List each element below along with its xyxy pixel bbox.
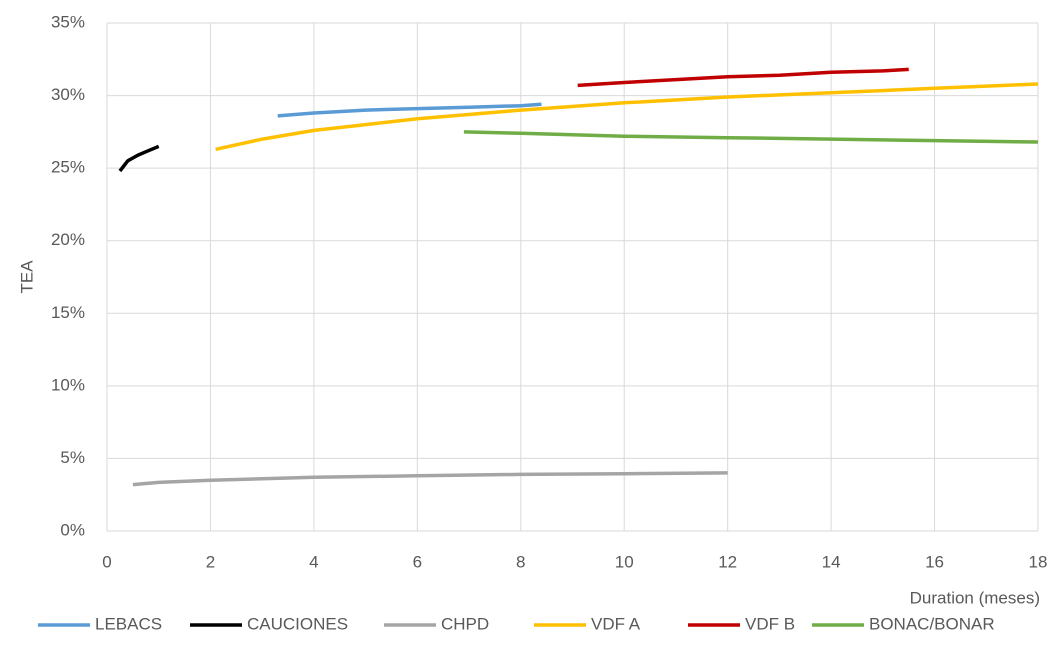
x-tick-label: 14 [822,552,841,571]
series-line [118,144,160,173]
y-tick-label: 5% [60,448,85,467]
x-tick-label: 12 [718,552,737,571]
series-line [577,67,909,88]
y-tick-label: 15% [51,303,85,322]
y-tick-label: 20% [51,230,85,249]
x-tick-label: 8 [516,552,525,571]
x-tick-label: 4 [309,552,318,571]
series-line [277,102,542,118]
x-tick-label: 18 [1029,552,1048,571]
legend-label: VDF A [591,614,641,633]
x-axis-label: Duration (meses) [910,588,1040,607]
x-tick-label: 6 [413,552,422,571]
y-tick-label: 35% [51,12,85,31]
series-line [215,82,1039,152]
legend-label: CHPD [441,614,489,633]
y-axis-label: TEA [17,260,36,294]
legend-label: VDF B [745,614,795,633]
legend-label: LEBACS [95,614,162,633]
series-line [132,471,728,487]
x-tick-label: 0 [102,552,111,571]
x-tick-label: 10 [615,552,634,571]
y-tick-label: 30% [51,85,85,104]
y-tick-label: 25% [51,158,85,177]
series-line [463,130,1039,144]
x-tick-label: 16 [925,552,944,571]
legend-label: BONAC/BONAR [869,614,995,633]
y-tick-label: 10% [51,375,85,394]
legend-label: CAUCIONES [247,614,348,633]
y-tick-label: 0% [60,520,85,539]
x-tick-label: 2 [206,552,215,571]
